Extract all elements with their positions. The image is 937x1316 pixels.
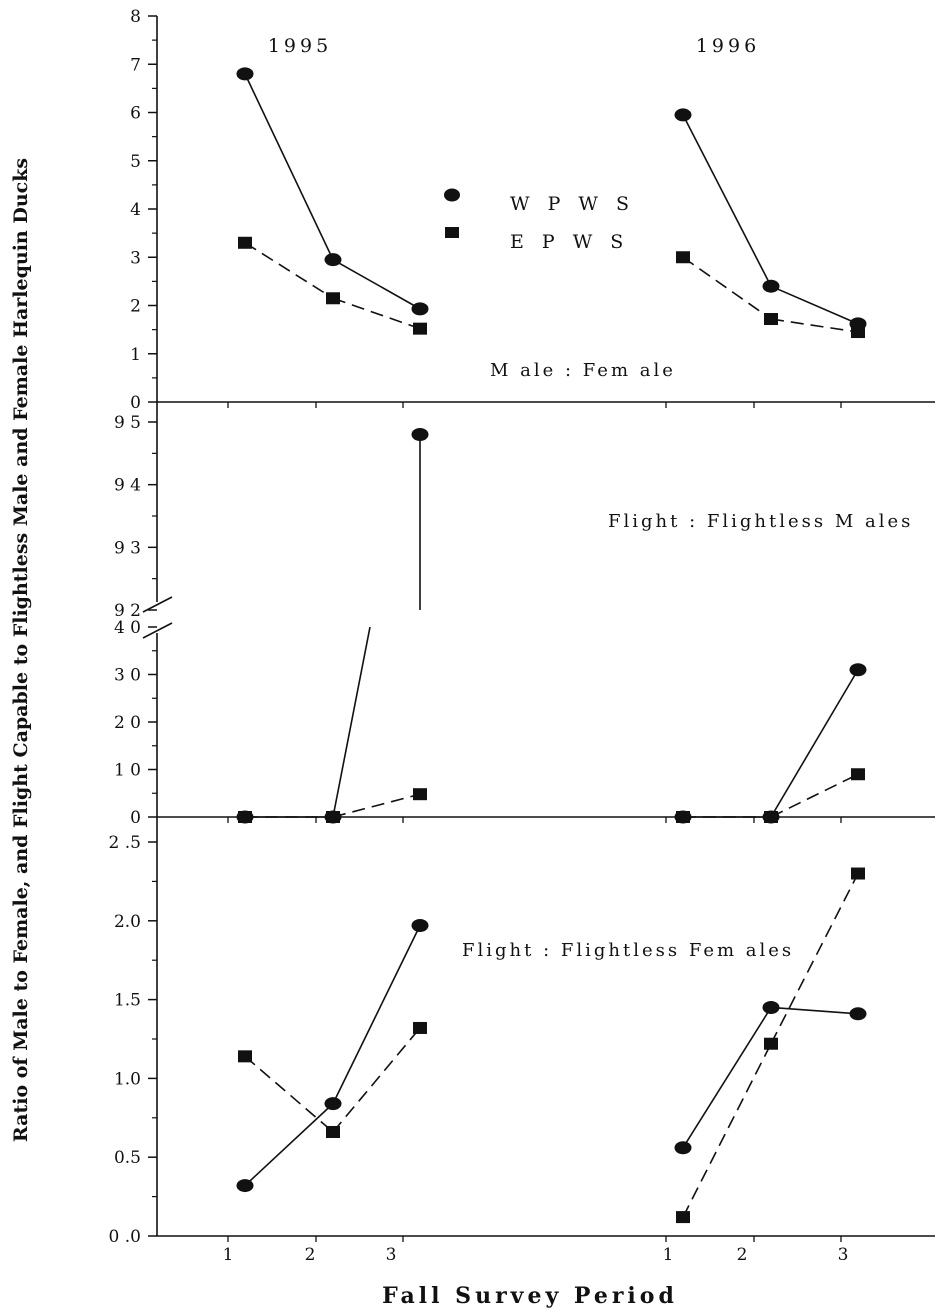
panel-label-flightless-males: Flight : Flightless M ales xyxy=(608,511,913,532)
data-point-epws xyxy=(238,236,252,249)
data-point-epws xyxy=(676,811,690,823)
y-tick-label: 6 xyxy=(130,104,141,124)
series-line-wpws xyxy=(770,285,859,325)
x-tick-label: 1 xyxy=(223,1245,234,1265)
series-line-wpws xyxy=(332,925,421,1104)
data-point-wpws xyxy=(236,1179,254,1193)
series-line-wpws xyxy=(244,73,334,261)
data-point-wpws xyxy=(674,1141,692,1155)
series-line-epws xyxy=(332,1027,421,1133)
series-group xyxy=(236,67,867,1224)
legend: W P W S E P W S xyxy=(444,188,635,253)
legend-label-epws: E P W S xyxy=(510,231,629,253)
series-line-epws xyxy=(770,773,859,818)
y-tick-label: 5 xyxy=(130,152,141,172)
y-tick-label: 9 3 xyxy=(114,538,141,558)
data-point-epws xyxy=(676,1211,690,1224)
legend-label-wpws: W P W S xyxy=(510,193,635,215)
y-tick-label: 1 xyxy=(130,345,141,365)
data-point-wpws xyxy=(411,428,429,442)
data-point-epws xyxy=(851,768,865,781)
y-tick-label: 1 0 xyxy=(114,761,141,781)
series-line-wpws xyxy=(682,114,772,287)
data-point-epws xyxy=(326,292,340,305)
axis-break-mark xyxy=(142,596,173,613)
y-tick-label: 3 xyxy=(130,248,141,268)
x-tick-label: 1 xyxy=(663,1245,674,1265)
series-line-wpws xyxy=(332,258,421,310)
data-point-epws xyxy=(238,1050,252,1063)
x-tick-label: 2 xyxy=(737,1245,748,1265)
year-label-1995: 1995 xyxy=(268,35,332,57)
data-point-epws xyxy=(851,326,865,339)
series-line-epws xyxy=(332,297,421,330)
data-point-wpws xyxy=(236,67,254,81)
series-line-wpws xyxy=(244,1103,334,1187)
y-tick-label: 1.5 xyxy=(114,991,141,1011)
y-tick-label: 0 .0 xyxy=(109,1227,141,1247)
series-line-epws xyxy=(244,1055,334,1133)
data-point-epws xyxy=(413,788,427,801)
y-tick-label: 9 4 xyxy=(114,476,141,496)
y-tick-label: 0 xyxy=(130,393,141,413)
data-point-wpws xyxy=(324,1097,342,1111)
data-point-epws xyxy=(413,1021,427,1034)
y-tick-label: 7 xyxy=(130,55,141,75)
y-axis-title: Ratio of Male to Female, and Flight Capa… xyxy=(10,158,32,1142)
data-point-wpws xyxy=(674,108,692,122)
series-line-epws xyxy=(770,873,859,1045)
panel-label-male-female: M ale : Fem ale xyxy=(490,360,676,381)
data-point-wpws xyxy=(411,302,429,316)
data-point-epws xyxy=(326,1125,340,1138)
data-point-epws xyxy=(851,867,865,880)
data-point-epws xyxy=(326,811,340,823)
data-point-epws xyxy=(764,811,778,823)
y-tick-label: 1.0 xyxy=(114,1069,141,1089)
data-point-epws xyxy=(764,1037,778,1050)
y-tick-label: 4 0 xyxy=(114,618,141,638)
data-point-epws xyxy=(676,251,690,264)
data-point-wpws xyxy=(762,279,780,293)
y-tick-label: 0 xyxy=(130,808,141,828)
y-tick-label: 4 xyxy=(130,200,141,220)
series-line-wpws xyxy=(770,1006,859,1015)
series-line-epws xyxy=(770,318,859,333)
data-point-wpws xyxy=(411,919,429,933)
series-line-wpws xyxy=(332,626,371,818)
data-point-epws xyxy=(413,322,427,335)
series-line-wpws xyxy=(682,1007,772,1149)
x-tick-label: 2 xyxy=(305,1245,316,1265)
series-line-epws xyxy=(682,256,772,320)
panel-label-flightless-females: Flight : Flightless Fem ales xyxy=(462,940,794,961)
y-tick-label: 0.5 xyxy=(114,1148,141,1168)
series-line-wpws xyxy=(770,669,859,818)
legend-marker-epws xyxy=(445,227,459,238)
data-point-wpws xyxy=(849,663,867,677)
x-tick-label: 3 xyxy=(838,1245,849,1265)
data-point-epws xyxy=(238,811,252,823)
y-tick-label: 2 xyxy=(130,297,141,317)
y-tick-label: 3 0 xyxy=(114,666,141,686)
y-tick-label: 2 0 xyxy=(114,713,141,733)
data-point-wpws xyxy=(324,253,342,267)
year-label-1996: 1996 xyxy=(696,35,760,57)
y-tick-label: 9 5 xyxy=(114,413,141,433)
axis-break-mark xyxy=(142,622,173,639)
data-point-wpws xyxy=(849,1007,867,1021)
data-point-epws xyxy=(764,313,778,326)
legend-marker-wpws xyxy=(444,188,460,202)
series-line-epws xyxy=(332,793,421,818)
y-tick-label: 9 2 xyxy=(114,601,141,621)
x-tick-labels: 1 2 3 1 2 3 xyxy=(223,1245,849,1265)
x-tick-label: 3 xyxy=(386,1245,397,1265)
y-tick-label: 2 .5 xyxy=(109,833,141,853)
series-line-epws xyxy=(682,1043,772,1218)
y-tick-label: 8 xyxy=(130,7,141,27)
data-point-wpws xyxy=(762,1000,780,1014)
x-axis-title: Fall Survey Period xyxy=(382,1283,678,1309)
series-line-epws xyxy=(244,242,334,299)
y-tick-label: 2.0 xyxy=(114,912,141,932)
